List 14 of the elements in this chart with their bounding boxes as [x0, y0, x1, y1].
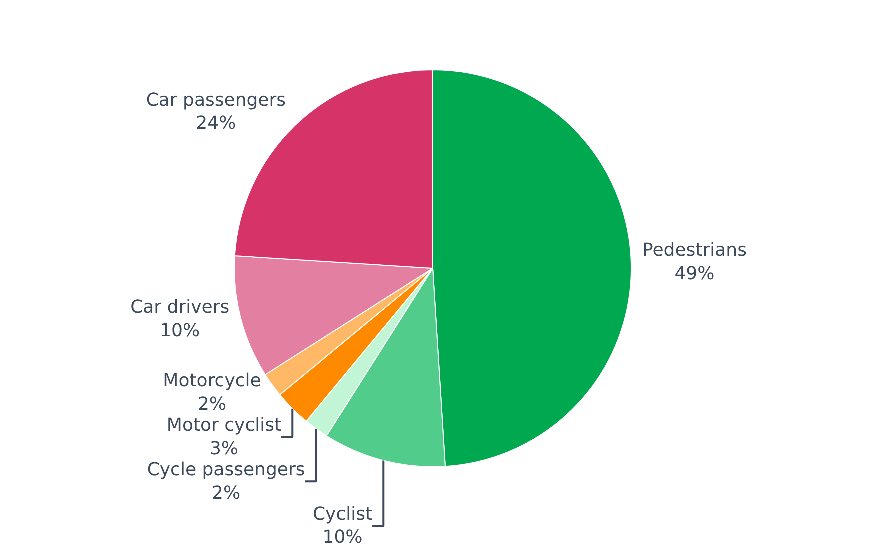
slice-label: Car passengers: [146, 90, 286, 111]
slice-label: Motor cyclist: [166, 415, 282, 436]
data-label: 10%: [160, 320, 200, 342]
slice-label: Cycle passengers: [147, 459, 306, 480]
data-label: 49%: [674, 263, 715, 284]
data-label: 24%: [196, 113, 236, 134]
data-label: 2%: [198, 394, 227, 416]
slice-label: Car drivers: [130, 297, 230, 318]
slice-label: Pedestrians: [642, 240, 747, 262]
data-label: 3%: [210, 438, 239, 460]
slice-label: Cyclist: [312, 504, 373, 525]
data-label: 2%: [212, 482, 241, 504]
data-label: 10%: [322, 527, 363, 548]
slice-label: Motorcycle: [163, 370, 262, 392]
